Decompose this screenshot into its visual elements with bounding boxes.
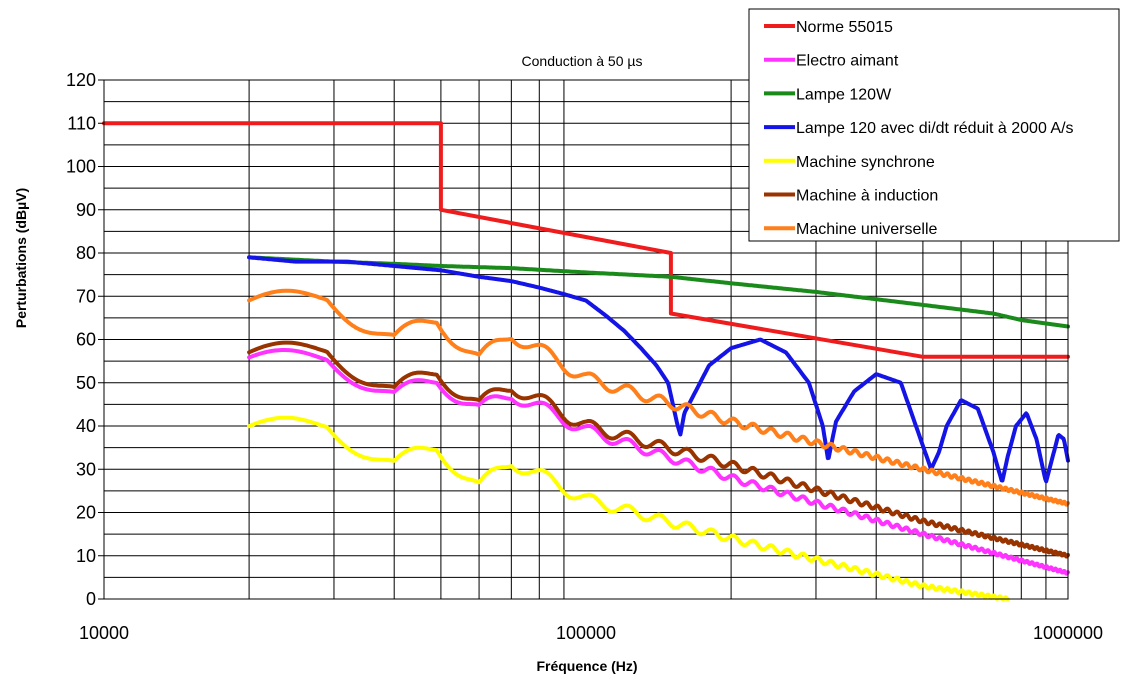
y-tick-label: 50 (76, 373, 96, 393)
x-tick-label: 100000 (556, 623, 616, 643)
series-line (247, 348, 1070, 576)
y-tick-label: 40 (76, 416, 96, 436)
y-tick-label: 120 (66, 70, 96, 90)
legend-label: Machine à induction (796, 188, 938, 205)
x-tick-label: 10000 (79, 623, 129, 643)
series-line (102, 121, 1070, 359)
series-line (247, 340, 1070, 559)
y-tick-label: 60 (76, 330, 96, 350)
y-tick-label: 110 (67, 113, 96, 133)
y-tick-labels: 0 10 20 30 40 50 60 70 80 90 100 110 120 (66, 70, 104, 609)
legend: Norme 55015 Electro aimant Lampe 120W Lampe… (748, 8, 1120, 242)
y-tick-label: 20 (76, 503, 96, 523)
x-tick-labels: 10000 100000 1000000 (79, 623, 1103, 643)
legend-label: Norme 55015 (796, 19, 893, 36)
y-tick-label: 10 (76, 546, 96, 566)
legend-label: Machine universelle (796, 221, 938, 238)
y-tick-label: 0 (86, 589, 96, 609)
x-tick-label: 1000000 (1033, 623, 1103, 643)
series-line (247, 288, 1070, 507)
x-axis-label: Fréquence (Hz) (536, 658, 637, 674)
y-tick-label: 80 (76, 243, 96, 263)
y-tick-label: 100 (66, 157, 96, 177)
legend-label: Lampe 120W (796, 86, 892, 103)
y-tick-label: 30 (76, 459, 96, 479)
y-tick-label: 90 (76, 200, 96, 220)
legend-box (748, 8, 1120, 242)
legend-label: Electro aimant (796, 53, 899, 70)
y-axis-label: Perturbations (dBµV) (13, 188, 29, 328)
chart-title: Conduction à 50 µs (522, 53, 643, 69)
series-group (102, 121, 1070, 601)
y-tick-label: 70 (76, 286, 96, 306)
legend-label: Lampe 120 avec di/dt réduit à 2000 A/s (796, 120, 1074, 137)
series-line (247, 415, 1010, 601)
legend-label: Machine synchrone (796, 154, 935, 171)
